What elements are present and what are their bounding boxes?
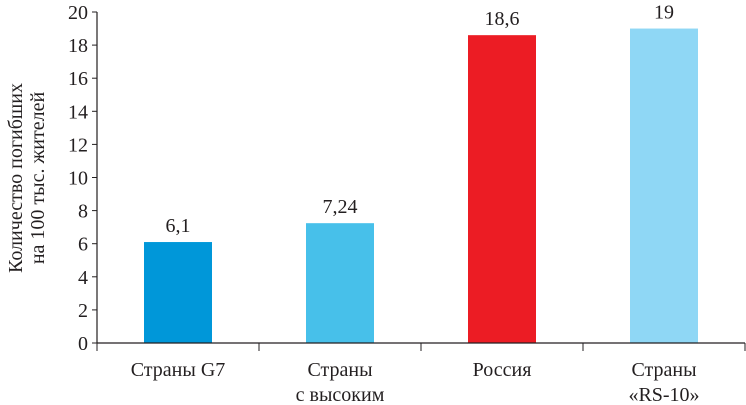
x-tick-label: с высоким — [296, 384, 385, 405]
y-tick-label: 18 — [68, 35, 88, 57]
y-tick-label: 16 — [68, 68, 88, 90]
data-label: 18,6 — [485, 8, 520, 30]
x-tick-label: «RS-10» — [628, 384, 699, 405]
y-tick-label: 6 — [78, 234, 88, 256]
y-tick-label: 4 — [78, 267, 88, 289]
x-tick-label: Россия — [473, 359, 532, 381]
y-axis-label: на 100 тыс. жителей — [27, 92, 49, 265]
y-tick-label: 14 — [68, 101, 88, 123]
bar — [468, 35, 536, 344]
x-tick-label: Страны — [631, 359, 696, 381]
x-tick-label: Страны — [307, 359, 372, 381]
y-axis-label: Количество погибших — [5, 83, 27, 273]
y-tick-label: 8 — [78, 201, 88, 223]
data-label: 19 — [654, 2, 674, 24]
data-label: 7,24 — [323, 196, 358, 218]
data-label: 6,1 — [166, 215, 191, 237]
bar — [144, 242, 212, 343]
bar — [306, 223, 374, 343]
y-tick-label: 2 — [78, 300, 88, 322]
x-tick-label: Страны G7 — [131, 359, 226, 381]
y-tick-label: 0 — [78, 333, 88, 355]
y-tick-label: 12 — [68, 134, 88, 156]
y-tick-label: 20 — [68, 2, 88, 24]
y-tick-label: 10 — [68, 168, 88, 190]
bar — [630, 28, 698, 344]
